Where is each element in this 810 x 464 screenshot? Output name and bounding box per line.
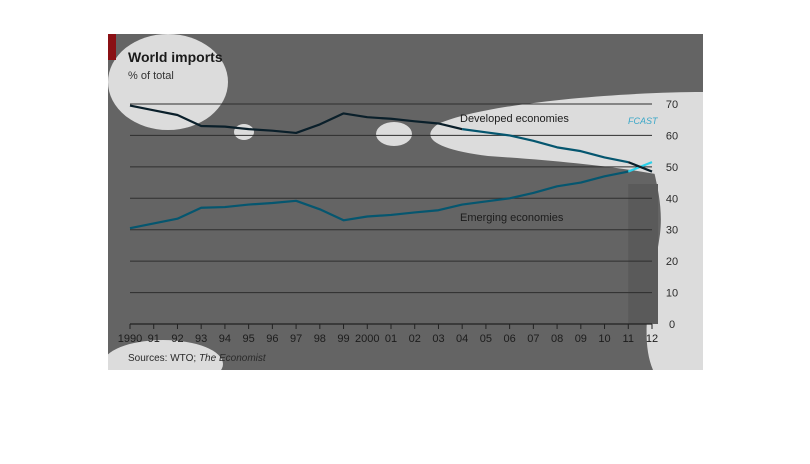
x-tick-label: 11 xyxy=(623,333,634,345)
x-tick-label: 98 xyxy=(314,333,326,345)
x-tick-label: 04 xyxy=(456,333,468,345)
x-tick-label: 92 xyxy=(171,333,183,345)
series-label-emerging: Emerging economies xyxy=(460,212,564,224)
x-tick-label: 06 xyxy=(504,333,516,345)
axis-highlight xyxy=(646,102,703,370)
x-tick-label: 09 xyxy=(575,333,587,345)
x-tick-label: 1990 xyxy=(118,333,142,345)
forecast-shade xyxy=(628,184,658,324)
y-tick-label: 20 xyxy=(666,256,678,268)
series-label-developed: Developed economies xyxy=(460,113,569,125)
x-tick-label: 10 xyxy=(598,333,610,345)
y-tick-label: 40 xyxy=(666,193,678,205)
x-axis: 1990 91 92 93 94 95 96 97 98 99 2000 01 02 03 04 05 06 07… xyxy=(118,324,658,345)
x-tick-label: 03 xyxy=(432,333,444,345)
legend-highlight xyxy=(430,92,703,184)
y-tick-label: 70 xyxy=(666,99,678,111)
footer-highlight xyxy=(108,340,223,370)
chart-panel: 0 10 20 30 40 50 60 70 1990 91 92 93 94 95 96 97 98 99 20… xyxy=(108,34,703,370)
y-axis-labels: 0 10 20 30 40 50 60 70 xyxy=(666,99,678,331)
chart-title: World imports xyxy=(128,49,223,65)
source-prefix: Sources: WTO; xyxy=(128,353,199,364)
grid xyxy=(130,103,652,325)
series-line-developed-early xyxy=(129,104,463,135)
highlight-spot xyxy=(234,124,254,140)
highlight-blobs xyxy=(108,34,703,370)
source-publication: The Economist xyxy=(199,353,267,364)
y-tick-label: 0 xyxy=(669,319,675,331)
chart-subtitle: % of total xyxy=(128,70,174,82)
series-line-developed xyxy=(462,128,629,164)
x-tick-label: 93 xyxy=(195,333,207,345)
y-tick-label: 30 xyxy=(666,225,678,237)
title-highlight xyxy=(108,34,228,130)
x-tick-label: 99 xyxy=(337,333,349,345)
x-tick-label: 2000 xyxy=(355,333,379,345)
x-tick-label: 07 xyxy=(527,333,539,345)
x-tick-label: 97 xyxy=(290,333,302,345)
series-line-developed-forecast xyxy=(627,161,653,173)
x-tick-label: 02 xyxy=(409,333,421,345)
x-tick-label: 96 xyxy=(266,333,278,345)
y-tick-label: 50 xyxy=(666,162,678,174)
x-tick-label: 94 xyxy=(219,333,231,345)
accent-bar xyxy=(108,34,116,60)
x-tick-label: 05 xyxy=(480,333,492,345)
series-line-emerging xyxy=(129,170,629,230)
forecast-label: FCAST xyxy=(628,116,659,126)
x-tick-label: 95 xyxy=(243,333,255,345)
y-tick-label: 10 xyxy=(666,288,678,300)
x-tick-label: 91 xyxy=(148,333,160,345)
x-tick-label: 12 xyxy=(646,333,658,345)
highlight-spot xyxy=(376,122,412,146)
series xyxy=(129,104,653,230)
source-note: Sources: WTO; The Economist xyxy=(128,353,267,364)
x-tick-label: 01 xyxy=(385,333,397,345)
y-tick-label: 60 xyxy=(666,130,678,142)
x-tick-label: 08 xyxy=(551,333,563,345)
